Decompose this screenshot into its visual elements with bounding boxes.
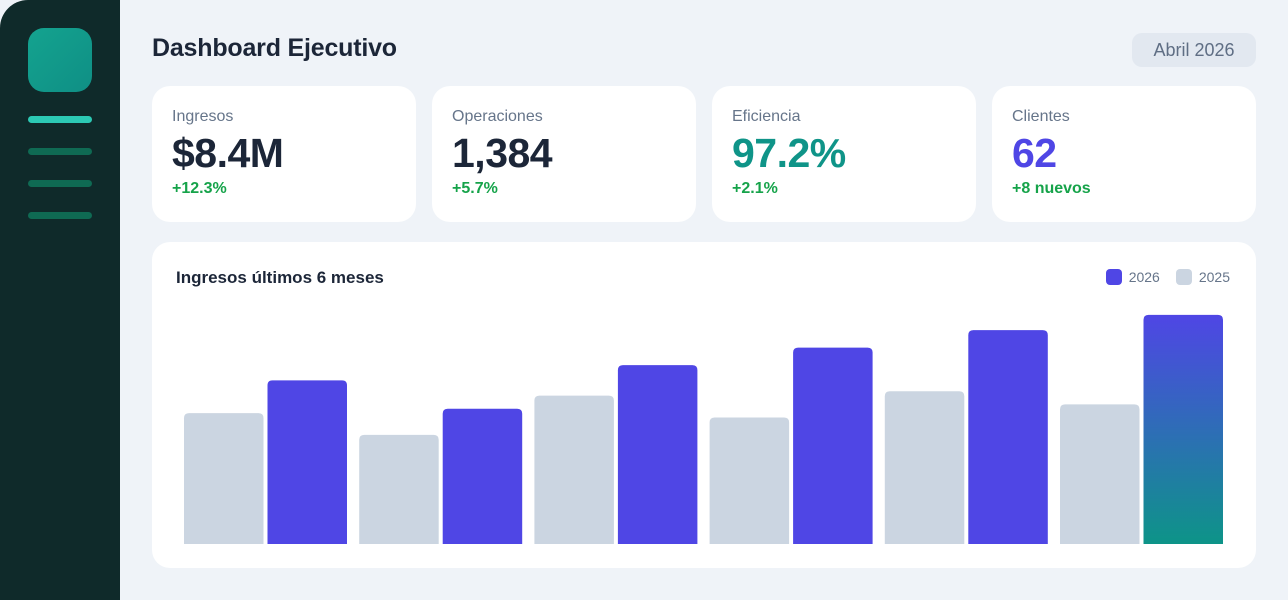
revenue-chart-card: Ingresos últimos 6 meses 2026 2025 (152, 242, 1256, 568)
kpi-delta: +12.3% (172, 180, 227, 197)
sidebar-item-4[interactable] (28, 212, 92, 219)
sidebar-item-2[interactable] (28, 148, 92, 155)
bar-2026-4[interactable] (793, 347, 873, 544)
legend-swatch-previous (1175, 269, 1192, 285)
kpi-card-ingresos[interactable]: Ingresos $8.4M +12.3% (152, 86, 416, 222)
bar-2026-1[interactable] (267, 380, 348, 544)
sidebar-item-3[interactable] (28, 180, 92, 187)
app-logo-icon[interactable] (28, 28, 92, 92)
kpi-value: 1,384 (452, 130, 553, 176)
kpi-value: 62 (1012, 130, 1057, 176)
chart-title: Ingresos últimos 6 meses (176, 268, 384, 287)
kpi-delta: +5.7% (452, 180, 498, 197)
legend-label: 2025 (1198, 269, 1230, 285)
chart-legend: 2026 2025 (1105, 269, 1230, 285)
kpi-value: 97.2% (732, 130, 846, 176)
kpi-label: Eficiencia (732, 108, 801, 125)
kpi-delta: +8 nuevos (1012, 180, 1091, 197)
legend-swatch-current (1105, 269, 1122, 285)
sidebar (0, 0, 120, 600)
bar-2025-3[interactable] (534, 395, 614, 544)
legend-item-2025[interactable]: 2025 (1175, 269, 1230, 285)
kpi-delta: +2.1% (732, 180, 778, 197)
bar-2025-5[interactable] (884, 391, 965, 544)
kpi-label: Clientes (1012, 108, 1070, 125)
page-title: Dashboard Ejecutivo (152, 34, 397, 62)
kpi-label: Operaciones (452, 108, 543, 125)
bar-2025-1[interactable] (184, 413, 264, 544)
kpi-value: $8.4M (172, 130, 284, 176)
kpi-card-clientes[interactable]: Clientes 62 +8 nuevos (992, 86, 1256, 222)
bar-2025-2[interactable] (359, 434, 439, 544)
bar-2026-6[interactable] (1143, 314, 1224, 544)
period-selector[interactable]: Abril 2026 (1132, 33, 1256, 67)
kpi-card-eficiencia[interactable]: Eficiencia 97.2% +2.1% (712, 86, 976, 222)
bar-2025-6[interactable] (1060, 404, 1140, 544)
legend-item-2026[interactable]: 2026 (1105, 269, 1160, 285)
legend-label: 2026 (1128, 269, 1160, 285)
bar-chart (184, 314, 1224, 544)
bar-2026-3[interactable] (617, 365, 698, 544)
kpi-card-operaciones[interactable]: Operaciones 1,384 +5.7% (432, 86, 696, 222)
bar-2026-5[interactable] (968, 330, 1048, 544)
bar-2025-4[interactable] (709, 417, 790, 544)
kpi-label: Ingresos (172, 108, 234, 125)
sidebar-item-1[interactable] (28, 116, 92, 123)
bar-2026-2[interactable] (442, 408, 523, 544)
